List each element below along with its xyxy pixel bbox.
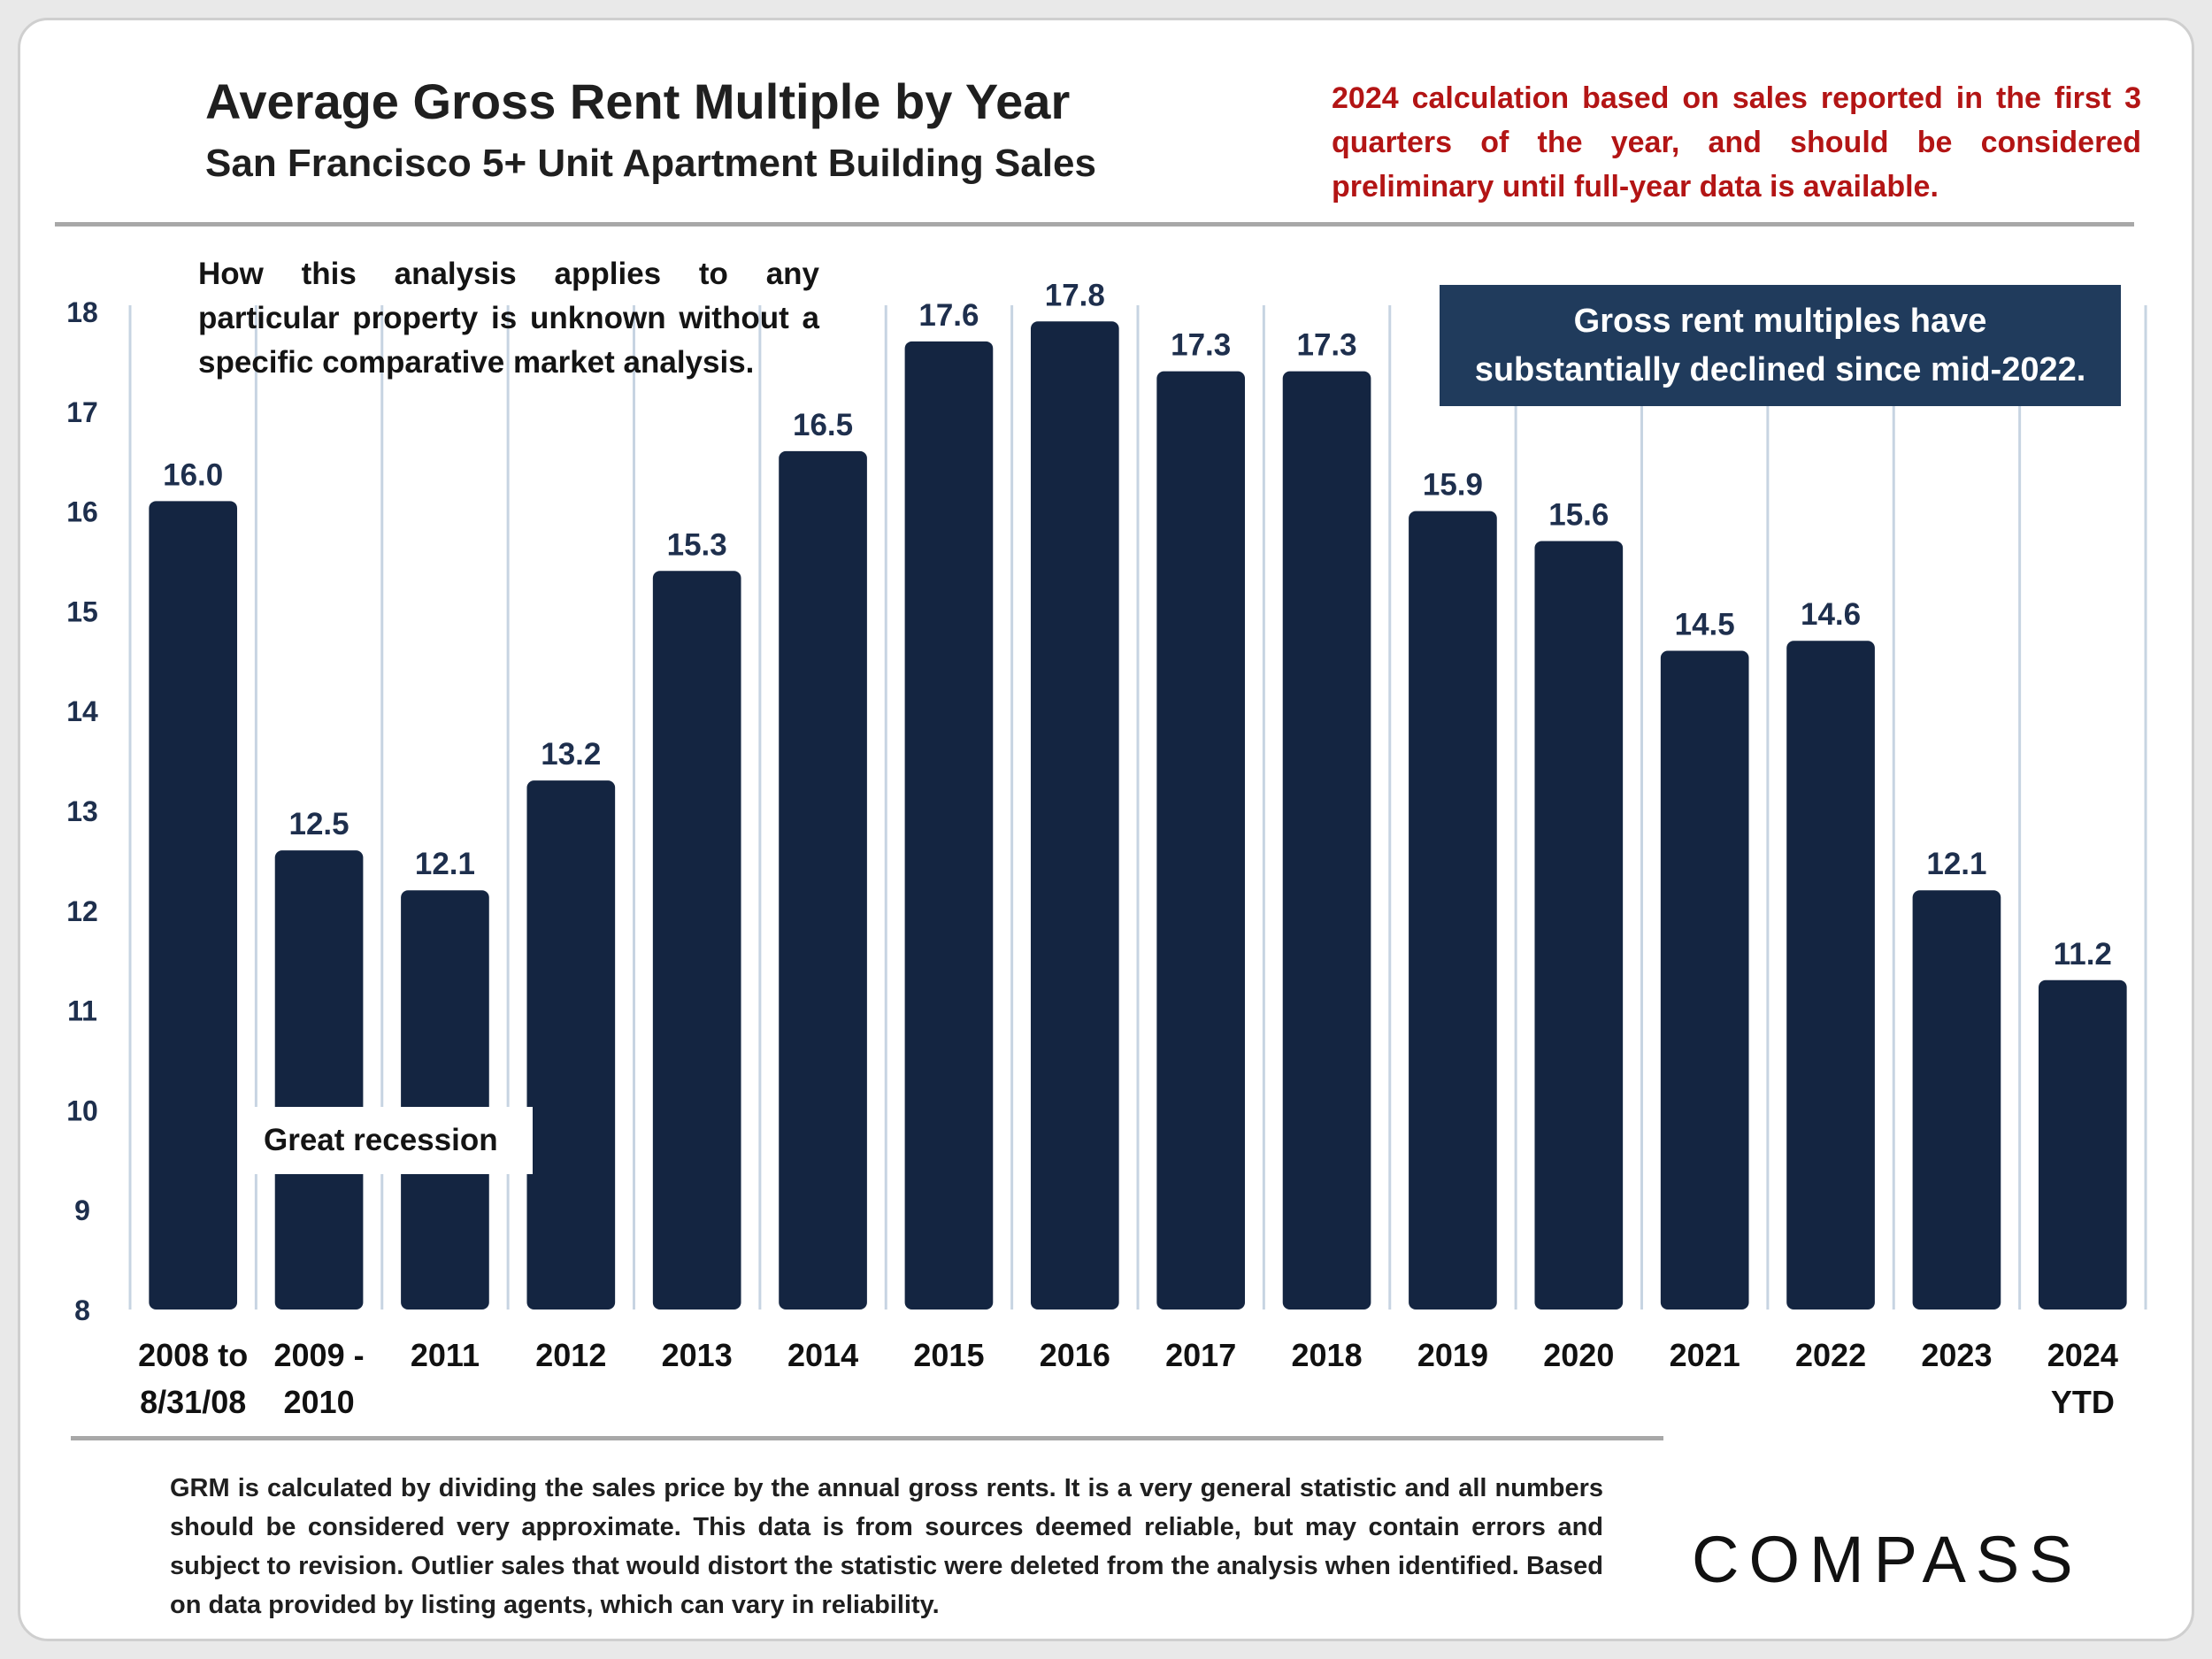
bars <box>149 321 2127 1310</box>
bar <box>1534 541 1624 1310</box>
x-tick-label: 2008 to <box>138 1337 248 1373</box>
bar <box>1660 650 1749 1310</box>
x-tick-label: 2020 <box>1543 1337 1614 1373</box>
bar <box>1409 511 1497 1310</box>
compass-logo: COMPASS <box>1692 1523 2083 1596</box>
bar <box>401 890 489 1310</box>
decline-callout: Gross rent multiples have substantially … <box>1440 285 2121 406</box>
header-divider <box>55 222 2134 227</box>
chart-subtitle: San Francisco 5+ Unit Apartment Building… <box>205 142 1096 185</box>
y-tick-label: 12 <box>66 895 98 927</box>
y-tick-label: 10 <box>66 1094 98 1126</box>
y-axis-ticks: 8 9 10 11 12 13 14 15 16 17 18 <box>66 296 98 1326</box>
x-tick-label: 2017 <box>1165 1337 1236 1373</box>
x-tick-label: 2019 <box>1417 1337 1488 1373</box>
y-tick-label: 15 <box>66 595 98 627</box>
x-tick-label: 2011 <box>411 1337 480 1373</box>
bar-value-label: 11.2 <box>2054 937 2112 972</box>
footer-divider <box>71 1436 1663 1440</box>
y-tick-label: 18 <box>66 296 98 328</box>
x-axis-ticks: 2008 to 8/31/08 2009 - 2010 2011 2012 2013 2014… <box>138 1337 2118 1420</box>
bar <box>779 450 867 1310</box>
bar-value-label: 12.1 <box>1926 847 1986 881</box>
x-tick-label: YTD <box>2051 1384 2115 1420</box>
y-tick-label: 13 <box>66 795 98 827</box>
bar <box>149 501 238 1310</box>
x-tick-label: 2012 <box>535 1337 606 1373</box>
y-tick-label: 16 <box>66 496 98 528</box>
x-tick-label: 2022 <box>1795 1337 1866 1373</box>
bar-value-label: 15.6 <box>1548 497 1609 532</box>
bar <box>1786 641 1875 1310</box>
analysis-note: How this analysis applies to any particu… <box>198 257 819 380</box>
bar <box>904 341 994 1310</box>
y-tick-label: 14 <box>66 695 98 727</box>
y-tick-label: 11 <box>67 995 97 1027</box>
x-tick-label: 2010 <box>284 1384 355 1420</box>
bar-value-label: 16.0 <box>163 457 223 492</box>
x-tick-label: 2015 <box>913 1337 984 1373</box>
great-recession-label: Great recession <box>250 1107 533 1174</box>
gridlines <box>128 305 2147 1310</box>
x-tick-label: 2021 <box>1670 1337 1740 1373</box>
x-tick-label: 2009 - <box>274 1337 365 1373</box>
bar-value-label: 12.1 <box>415 847 475 881</box>
bar-value-label: 17.3 <box>1171 328 1231 363</box>
x-tick-label: 2024 <box>2047 1337 2118 1373</box>
x-tick-label: 2018 <box>1292 1337 1363 1373</box>
chart-title: Average Gross Rent Multiple by Year <box>205 73 1071 129</box>
callout-line-2: substantially declined since mid-2022. <box>1474 351 2086 388</box>
bar <box>652 571 741 1310</box>
x-tick-label: 2016 <box>1040 1337 1110 1373</box>
bar-value-label: 14.5 <box>1675 608 1735 642</box>
bar-value-label: 14.6 <box>1801 597 1861 632</box>
bar-value-labels: 16.0 12.5 12.1 13.2 15.3 16.5 17.6 17.8 17.3 17.3… <box>163 278 2112 971</box>
bar <box>1030 321 1119 1310</box>
bar-value-label: 13.2 <box>541 737 601 772</box>
y-tick-label: 8 <box>74 1294 90 1326</box>
x-tick-label: 8/31/08 <box>140 1384 246 1420</box>
bar <box>1282 371 1371 1310</box>
bar <box>274 850 364 1310</box>
x-tick-label: 2023 <box>1921 1337 1992 1373</box>
bar-value-label: 17.6 <box>918 298 979 333</box>
bar-value-label: 12.5 <box>289 807 349 841</box>
y-tick-label: 17 <box>66 396 98 428</box>
x-tick-label: 2013 <box>662 1337 733 1373</box>
callout-line-1: Gross rent multiples have <box>1573 303 1987 340</box>
bar <box>2038 979 2127 1310</box>
y-tick-label: 9 <box>74 1194 90 1226</box>
bar <box>526 780 616 1310</box>
x-tick-label: 2014 <box>787 1337 858 1373</box>
bar-value-label: 17.3 <box>1297 328 1357 363</box>
footnote: GRM is calculated by dividing the sales … <box>170 1474 1603 1619</box>
bar-value-label: 15.3 <box>667 527 727 562</box>
bar-value-label: 16.5 <box>793 408 853 442</box>
bar-value-label: 17.8 <box>1045 278 1105 312</box>
bar <box>1912 890 2001 1310</box>
preliminary-note: 2024 calculation based on sales reported… <box>1332 81 2141 204</box>
bar-value-label: 15.9 <box>1423 468 1483 503</box>
bar <box>1156 371 1246 1310</box>
